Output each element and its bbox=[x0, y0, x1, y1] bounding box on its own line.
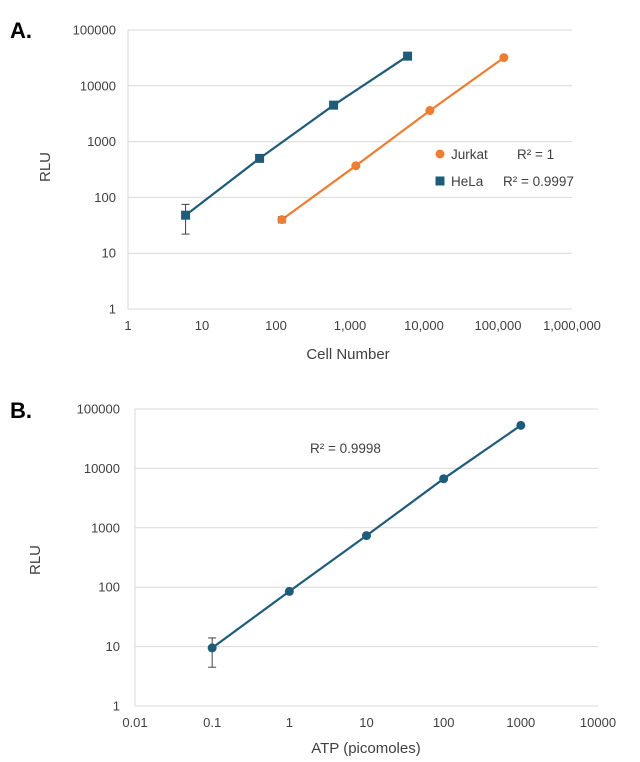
series-b bbox=[207, 420, 526, 668]
x-tick-label-a-3: 1,000 bbox=[334, 318, 367, 333]
legend-label-hela: HeLa bbox=[451, 174, 484, 189]
y-tick-label-b-4: 10000 bbox=[84, 461, 120, 476]
x-tick-label-b-0: 0.01 bbox=[122, 715, 147, 730]
data-point-b-0-3 bbox=[439, 474, 449, 484]
x-tick-label-a-1: 10 bbox=[195, 318, 209, 333]
grid-b bbox=[134, 408, 598, 707]
data-point-b-0-2 bbox=[362, 531, 371, 541]
y-tick-label-b-5: 100000 bbox=[77, 402, 120, 417]
chart-a: A. 1 10 100 1,000 10,000 100,000 1,000,000 1 10… bbox=[10, 18, 601, 363]
series-a bbox=[181, 51, 509, 235]
x-tick-label-a-5: 100,000 bbox=[475, 318, 522, 333]
x-tick-label-a-0: 1 bbox=[124, 318, 131, 333]
data-point-a-0-3 bbox=[499, 53, 509, 63]
data-point-b-0-4 bbox=[516, 420, 526, 430]
y-tick-label-a-5: 100000 bbox=[73, 23, 116, 38]
x-tick-label-a-4: 10,000 bbox=[404, 318, 444, 333]
y-tick-label-b-1: 10 bbox=[106, 639, 120, 654]
data-point-b-0-1 bbox=[284, 586, 294, 596]
x-tick-label-b-1: 0.1 bbox=[203, 715, 221, 730]
series-line-a-1 bbox=[184, 55, 409, 217]
x-ticks-a: 1 10 100 1,000 10,000 100,000 1,000,000 bbox=[124, 318, 601, 333]
x-tick-label-b-6: 10000 bbox=[580, 715, 616, 730]
legend-label-jurkat: Jurkat bbox=[451, 147, 488, 162]
y-tick-label-a-2: 100 bbox=[94, 190, 116, 205]
legend-marker-hela bbox=[435, 176, 445, 186]
legend-a: Jurkat R² = 1 HeLa R² = 0.9997 bbox=[435, 147, 574, 189]
y-tick-label-b-2: 100 bbox=[98, 580, 120, 595]
y-tick-label-b-0: 1 bbox=[113, 699, 120, 714]
x-ticks-b: 0.01 0.1 1 10 100 1000 10000 bbox=[122, 715, 616, 730]
y-ticks-a: 1 10 100 1000 10000 100000 bbox=[73, 23, 116, 317]
x-tick-label-b-3: 10 bbox=[359, 715, 373, 730]
x-tick-label-b-2: 1 bbox=[286, 715, 293, 730]
data-point-a-1-0 bbox=[181, 210, 191, 220]
r2-label-jurkat: R² = 1 bbox=[517, 147, 554, 162]
x-tick-label-a-6: 1,000,000 bbox=[543, 318, 601, 333]
y-tick-label-a-3: 1000 bbox=[87, 134, 116, 149]
data-point-a-1-2 bbox=[329, 100, 339, 110]
data-point-a-0-1 bbox=[351, 161, 361, 171]
y-axis-label-a: RLU bbox=[37, 152, 54, 182]
x-tick-label-b-5: 1000 bbox=[506, 715, 535, 730]
y-tick-label-a-0: 1 bbox=[109, 302, 116, 317]
data-point-a-0-0 bbox=[277, 215, 287, 225]
y-axis-label-b: RLU bbox=[27, 545, 44, 575]
data-point-a-1-3 bbox=[403, 51, 413, 61]
panel-label-b: B. bbox=[10, 398, 32, 423]
panel-label-a: A. bbox=[10, 18, 32, 43]
y-tick-label-b-3: 1000 bbox=[91, 520, 120, 535]
x-tick-label-b-4: 100 bbox=[433, 715, 455, 730]
series-line-a-0 bbox=[281, 56, 505, 221]
x-axis-label-a: Cell Number bbox=[306, 346, 389, 363]
y-tick-label-a-1: 10 bbox=[102, 246, 116, 261]
x-axis-label-b: ATP (picomoles) bbox=[311, 740, 420, 757]
chart-b: B. 0.01 0.1 1 10 100 1000 10000 1 10 100 1000 1000… bbox=[10, 398, 616, 757]
y-tick-label-a-4: 10000 bbox=[80, 78, 116, 93]
y-ticks-b: 1 10 100 1000 10000 100000 bbox=[77, 402, 120, 714]
x-tick-label-a-2: 100 bbox=[265, 318, 287, 333]
grid-a bbox=[127, 29, 572, 310]
data-point-b-0-0 bbox=[207, 643, 217, 653]
legend-marker-jurkat bbox=[435, 149, 445, 159]
r2-label-hela: R² = 0.9997 bbox=[503, 174, 574, 189]
r2-annotation-b: R² = 0.9998 bbox=[310, 441, 381, 456]
data-point-a-0-2 bbox=[425, 106, 435, 116]
data-point-a-1-1 bbox=[255, 153, 265, 163]
